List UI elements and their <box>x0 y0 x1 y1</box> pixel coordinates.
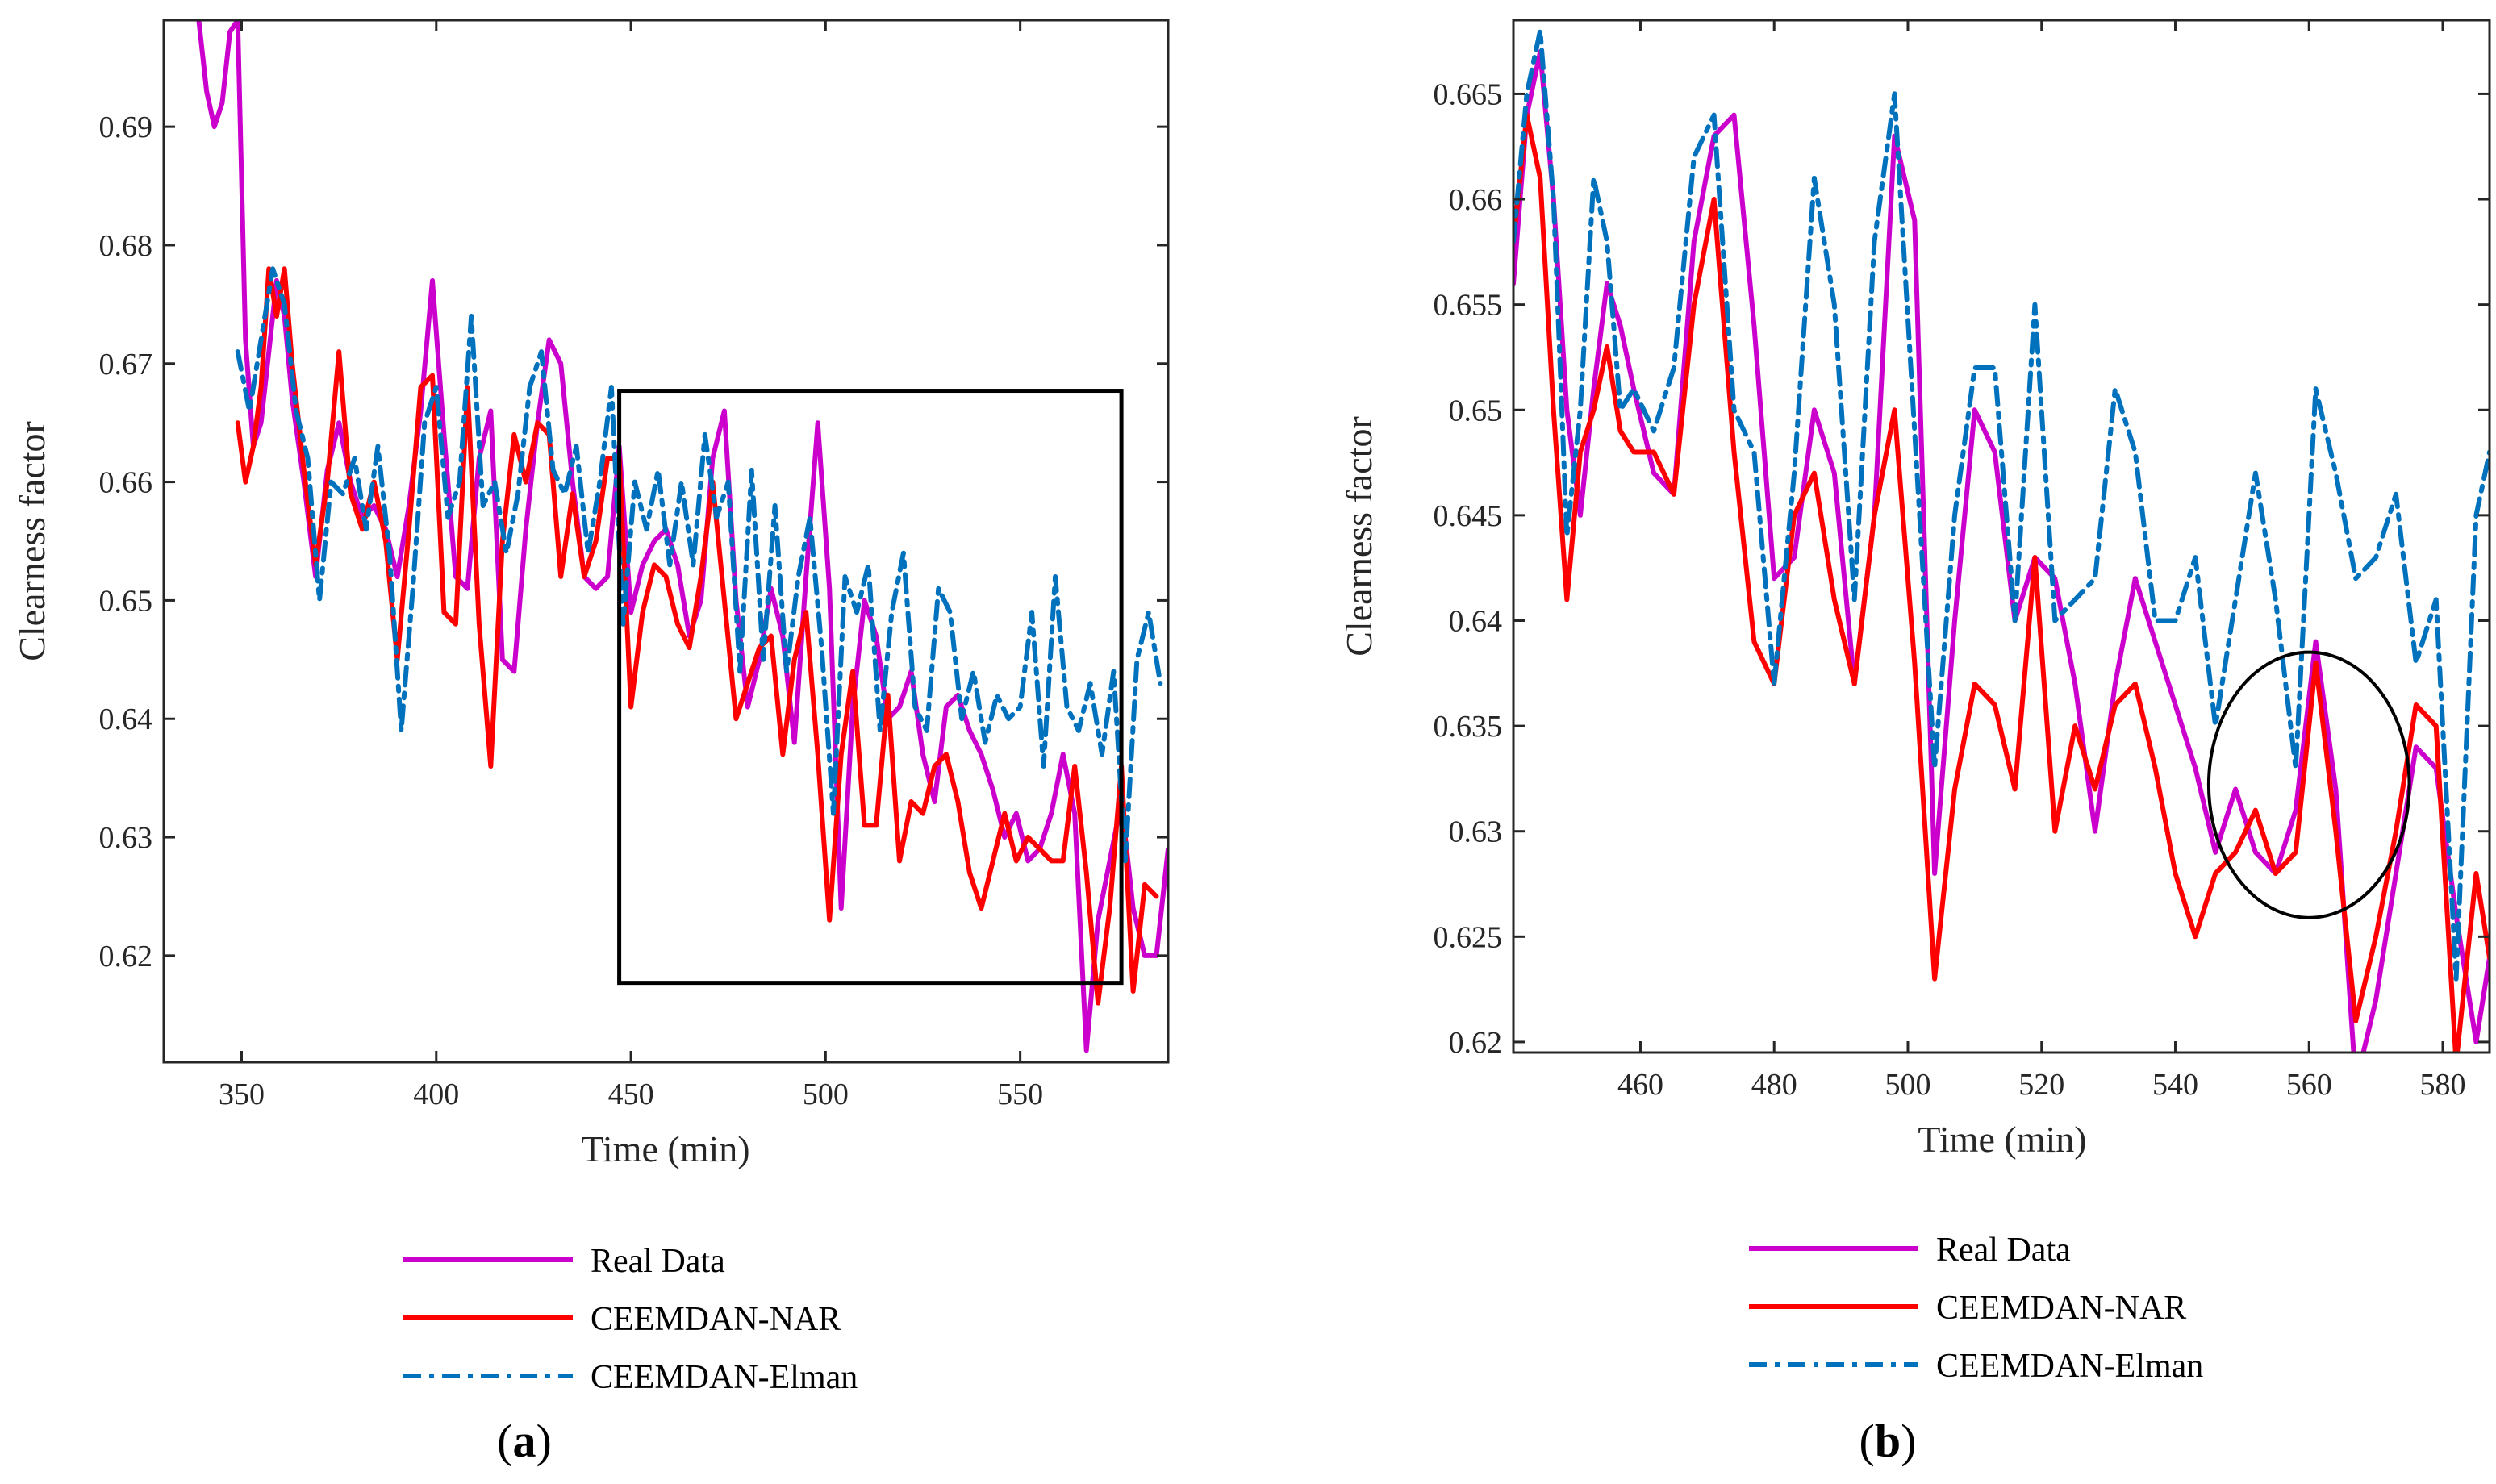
series-line-ceemdan-elman <box>235 266 1163 864</box>
legend-entry: CEEMDAN-Elman <box>591 1359 858 1396</box>
chart-panel-a: 350 400 450 500 550 0.62 0.63 0.64 0.65 0.66 0.67 0… <box>11 19 1170 1467</box>
plot-area-b <box>1513 20 2490 1053</box>
y-tick-label: 0.66 <box>1449 183 1503 217</box>
x-axis-label-a: Time (min) <box>581 1128 749 1169</box>
series-line-ceemdan-nar <box>235 266 1159 1006</box>
zoom-rectangle <box>617 389 1124 986</box>
panel-letter-b: b <box>1875 1415 1901 1467</box>
axis-ticks-b: 460 480 500 520 540 560 580 0.62 0.625 0.63 0.635 0… <box>1434 20 2490 1102</box>
x-tick-label: 480 <box>1751 1068 1797 1102</box>
y-tick-label: 0.62 <box>99 940 153 973</box>
zoom-rectangle-annotation <box>617 389 1124 986</box>
y-tick-label: 0.66 <box>99 466 153 500</box>
y-tick-label: 0.635 <box>1434 710 1503 744</box>
highlight-circle-annotation <box>2206 650 2411 919</box>
x-tick-label: 520 <box>2018 1068 2064 1102</box>
chart-panel-b: 460 480 500 520 540 560 580 0.62 0.625 0.63 0.635 0… <box>1338 19 2491 1467</box>
y-tick-label: 0.645 <box>1434 499 1503 533</box>
x-tick-label: 400 <box>413 1078 459 1111</box>
y-tick-label: 0.64 <box>1449 604 1503 638</box>
series-line-real-data <box>1513 49 2490 1053</box>
series-lines-a <box>196 20 1168 1053</box>
x-tick-label: 500 <box>1885 1068 1930 1102</box>
y-axis-label-b: Clearness factor <box>1338 416 1379 657</box>
axes-box <box>162 19 1170 1064</box>
panel-label-b: (b) <box>1859 1415 1917 1467</box>
y-tick-label: 0.65 <box>99 584 153 618</box>
x-tick-label: 550 <box>997 1078 1043 1111</box>
y-axis-label-a: Clearness factor <box>11 421 52 661</box>
y-tick-label: 0.67 <box>99 348 153 381</box>
legend-entry: CEEMDAN-NAR <box>591 1301 841 1338</box>
legend-entry: CEEMDAN-NAR <box>1936 1290 2186 1327</box>
y-tick-label: 0.655 <box>1434 289 1503 323</box>
series-line-ceemdan-elman <box>1513 28 2490 982</box>
x-tick-label: 460 <box>1617 1068 1663 1102</box>
y-tick-label: 0.665 <box>1434 77 1503 111</box>
x-tick-label: 350 <box>219 1078 265 1111</box>
x-tick-label: 500 <box>803 1078 849 1111</box>
x-axis-label-b: Time (min) <box>1918 1119 2086 1160</box>
y-tick-label: 0.65 <box>1449 394 1503 427</box>
y-tick-label: 0.68 <box>99 229 153 263</box>
plot-background <box>1513 20 2490 1053</box>
y-tick-label: 0.63 <box>99 821 153 855</box>
y-tick-label: 0.63 <box>1449 815 1503 849</box>
x-tick-label: 560 <box>2286 1068 2332 1102</box>
series-line-ceemdan-nar <box>1513 112 2490 1053</box>
x-tick-label: 540 <box>2152 1068 2198 1102</box>
axis-ticks-a: 350 400 450 500 550 0.62 0.63 0.64 0.65 0.66 0.67 0… <box>99 20 1168 1111</box>
y-tick-label: 0.64 <box>99 702 153 736</box>
legend-b: Real Data CEEMDAN-NAR CEEMDAN-Elman <box>1749 1232 2203 1385</box>
x-tick-label: 450 <box>608 1078 654 1111</box>
legend-entry: CEEMDAN-Elman <box>1936 1348 2203 1385</box>
legend-entry: Real Data <box>1936 1232 2071 1269</box>
axes-frame-b <box>1512 19 2491 1054</box>
axes-frame-a <box>162 19 1170 1064</box>
legend-a: Real Data CEEMDAN-NAR CEEMDAN-Elman <box>403 1243 858 1396</box>
axes-box <box>1512 19 2491 1054</box>
panel-label-a: (a) <box>497 1415 552 1467</box>
legend-entry: Real Data <box>591 1243 725 1280</box>
y-tick-label: 0.625 <box>1434 920 1503 954</box>
highlight-circle <box>2206 650 2411 919</box>
series-lines-b <box>1513 28 2490 1053</box>
panel-letter-a: a <box>513 1415 536 1467</box>
y-tick-label: 0.62 <box>1449 1026 1503 1060</box>
y-tick-label: 0.69 <box>99 110 153 144</box>
x-tick-label: 580 <box>2419 1068 2465 1102</box>
